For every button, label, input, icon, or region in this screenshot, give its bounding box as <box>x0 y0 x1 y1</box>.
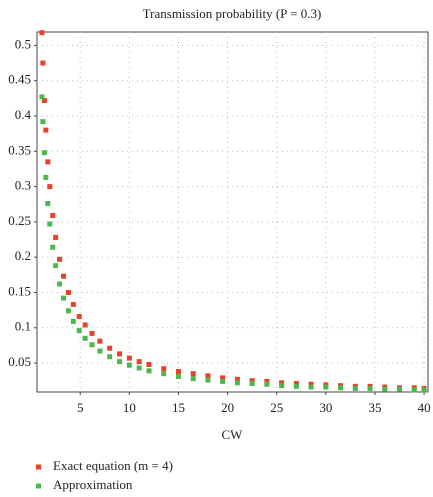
point <box>126 355 132 361</box>
y-tick-label: 0.5 <box>15 36 31 51</box>
y-tick-label: 0.05 <box>8 354 31 369</box>
point <box>293 381 299 387</box>
point <box>50 213 56 219</box>
point <box>97 338 103 344</box>
point <box>76 313 82 319</box>
point <box>264 378 270 384</box>
y-tick-label: 0.3 <box>15 178 31 193</box>
point <box>61 273 67 279</box>
point <box>146 361 152 367</box>
point <box>205 373 211 379</box>
point <box>53 263 59 269</box>
point <box>220 378 226 384</box>
point <box>411 387 417 393</box>
point <box>397 386 403 392</box>
point <box>70 318 76 324</box>
point <box>352 385 358 391</box>
point <box>47 184 53 190</box>
legend-marker <box>36 464 41 470</box>
point <box>39 30 45 36</box>
y-tick-label: 0.15 <box>8 283 31 298</box>
point <box>249 381 255 387</box>
point <box>161 371 167 377</box>
y-tick-label: 0.25 <box>8 213 31 228</box>
x-tick-label: 25 <box>270 400 283 415</box>
point <box>323 384 329 390</box>
point <box>107 354 113 360</box>
x-tick-label: 30 <box>319 400 332 415</box>
point <box>175 369 181 375</box>
point <box>47 221 53 227</box>
point <box>126 362 132 368</box>
point <box>89 342 95 348</box>
point <box>61 295 67 301</box>
point <box>382 386 388 392</box>
y-tick-label: 0.45 <box>8 72 31 87</box>
legend-label: Approximation <box>53 477 133 492</box>
point <box>39 94 45 100</box>
point <box>136 365 142 371</box>
y-tick-label: 0.4 <box>15 107 32 122</box>
chart-title: Transmission probability (P = 0.3) <box>143 6 322 21</box>
point <box>70 301 76 307</box>
point <box>421 387 427 393</box>
point <box>117 359 123 365</box>
point <box>136 359 142 365</box>
x-tick-label: 10 <box>123 400 136 415</box>
x-tick-label: 15 <box>172 400 185 415</box>
point <box>57 256 63 262</box>
y-tick-label: 0.2 <box>15 248 31 263</box>
point <box>82 335 88 341</box>
point <box>308 384 314 390</box>
x-tick-label: 40 <box>418 400 431 415</box>
point <box>146 368 152 374</box>
point <box>40 119 46 125</box>
point <box>45 201 51 207</box>
point <box>279 380 285 386</box>
point <box>41 150 47 156</box>
point <box>220 375 226 381</box>
point <box>76 328 82 334</box>
point <box>50 244 56 250</box>
point <box>190 376 196 382</box>
point <box>234 376 240 382</box>
point <box>43 174 49 180</box>
point <box>43 127 49 133</box>
point <box>308 381 314 387</box>
plot-frame <box>36 31 429 393</box>
point <box>205 377 211 383</box>
point <box>264 381 270 387</box>
point <box>249 378 255 384</box>
point <box>338 385 344 391</box>
point <box>65 289 71 295</box>
x-axis-label: CW <box>222 427 244 442</box>
legend-label: Exact equation (m = 4) <box>53 458 173 473</box>
point <box>82 322 88 328</box>
point <box>107 345 113 351</box>
point <box>65 308 71 314</box>
point <box>190 371 196 377</box>
point <box>161 366 167 372</box>
point <box>41 97 47 103</box>
y-tick-label: 0.1 <box>15 319 31 334</box>
point <box>367 385 373 391</box>
point <box>175 373 181 379</box>
x-tick-label: 35 <box>368 400 381 415</box>
point <box>279 383 285 389</box>
point <box>57 281 63 287</box>
x-tick-label: 20 <box>221 400 234 415</box>
point <box>117 351 123 357</box>
point <box>293 383 299 389</box>
point <box>53 234 59 240</box>
legend-marker <box>36 483 41 489</box>
point <box>97 348 103 354</box>
x-tick-label: 5 <box>77 400 84 415</box>
point <box>234 380 240 386</box>
point <box>89 330 95 336</box>
point <box>40 60 46 66</box>
point <box>45 159 51 165</box>
y-tick-label: 0.35 <box>8 142 31 157</box>
